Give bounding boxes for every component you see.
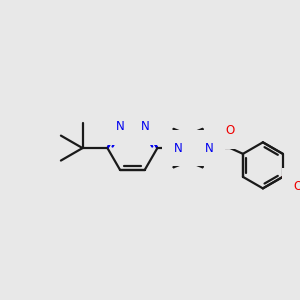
Text: N: N bbox=[140, 120, 149, 133]
Text: O: O bbox=[293, 180, 300, 193]
Text: N: N bbox=[116, 120, 124, 133]
Text: N: N bbox=[174, 142, 183, 154]
Text: N: N bbox=[205, 142, 214, 154]
Text: O: O bbox=[226, 124, 235, 137]
